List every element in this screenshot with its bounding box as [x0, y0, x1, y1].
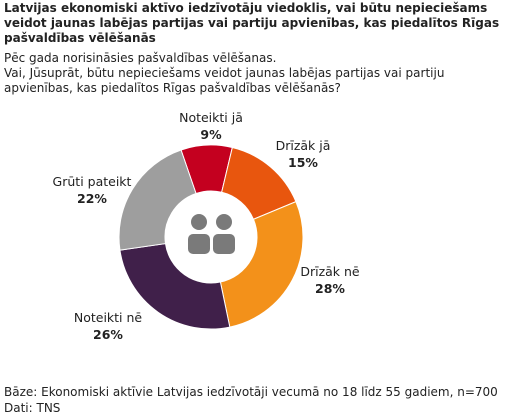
center-icon [171, 197, 251, 277]
category-label: Noteikti nē [74, 310, 143, 325]
value-label: 22% [77, 191, 107, 206]
donut-segment [119, 242, 231, 330]
category-label: Noteikti jā [179, 110, 243, 125]
value-label: 26% [93, 327, 123, 342]
value-label: 15% [288, 155, 318, 170]
value-label: 9% [200, 127, 222, 142]
footer-source: Dati: TNS [4, 401, 61, 415]
category-label: Grūti pateikt [53, 174, 132, 189]
donut-segment [118, 149, 197, 251]
category-label: Drīzāk nē [300, 264, 360, 279]
question: Vai, Jūsuprāt, būtu nepieciešams veidot … [4, 66, 445, 95]
donut [118, 144, 304, 330]
chart-title: Latvijas ekonomiski aktīvo iedzīvotāju v… [4, 1, 500, 45]
subtitle: Pēc gada norisināsies pašvaldības vēlēša… [4, 51, 277, 65]
footer-base: Bāze: Ekonomiski aktīvie Latvijas iedzīv… [4, 385, 498, 399]
value-label: 28% [315, 281, 345, 296]
chart: Noteikti jā 9% Drīzāk jā 15% Drīzāk nē 28% Not… [53, 110, 360, 342]
donut-segment [219, 200, 304, 328]
category-label: Drīzāk jā [276, 138, 331, 153]
